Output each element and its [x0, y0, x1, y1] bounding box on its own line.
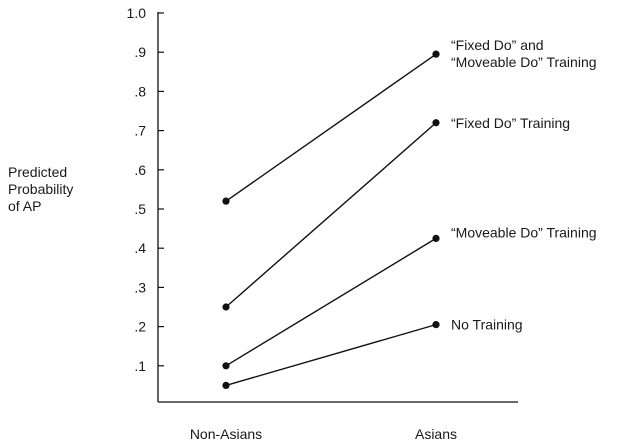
- series-label: “Fixed Do” and: [451, 37, 544, 53]
- y-axis-label-line: Probability: [8, 181, 73, 197]
- y-tick-label: .3: [134, 279, 146, 295]
- y-tick-label: .5: [134, 201, 146, 217]
- series-label: “Moveable Do” Training: [451, 224, 597, 240]
- x-tick-label: Asians: [415, 426, 457, 442]
- y-axis-ticks: 1.0 .9 .8 .7 .6 .5 .4 .3 .2 .1: [127, 5, 164, 374]
- y-tick-label: .7: [134, 123, 146, 139]
- series-labels: “Fixed Do” and“Moveable Do” Training“Fix…: [451, 37, 597, 332]
- data-point: [222, 197, 230, 205]
- data-point: [222, 381, 230, 389]
- y-tick-label: .8: [134, 83, 146, 99]
- series-label: No Training: [451, 317, 523, 333]
- data-point: [222, 362, 230, 370]
- series-line: [225, 122, 437, 308]
- y-tick-label: .1: [134, 358, 146, 374]
- series-line: [225, 237, 437, 367]
- series-label: “Fixed Do” Training: [451, 115, 570, 131]
- series-group: [222, 50, 440, 389]
- x-axis-ticks: Non-Asians Asians: [190, 426, 457, 442]
- series-label: “Moveable Do” Training: [451, 54, 597, 70]
- data-point: [222, 303, 230, 311]
- series-line: [225, 53, 437, 202]
- y-tick-label: .6: [134, 162, 146, 178]
- series-line: [225, 323, 437, 387]
- y-axis-label-line: of AP: [8, 198, 41, 214]
- y-tick-label: .4: [134, 240, 146, 256]
- data-point: [432, 234, 440, 242]
- data-point: [432, 119, 440, 127]
- y-tick-label: .2: [134, 319, 146, 335]
- data-point: [432, 321, 440, 329]
- data-point: [432, 50, 440, 58]
- y-tick-label: .9: [134, 44, 146, 60]
- axes: [157, 12, 518, 403]
- y-tick-label: 1.0: [127, 5, 147, 21]
- x-tick-label: Non-Asians: [190, 426, 262, 442]
- y-axis-label-line: Predicted: [8, 164, 67, 180]
